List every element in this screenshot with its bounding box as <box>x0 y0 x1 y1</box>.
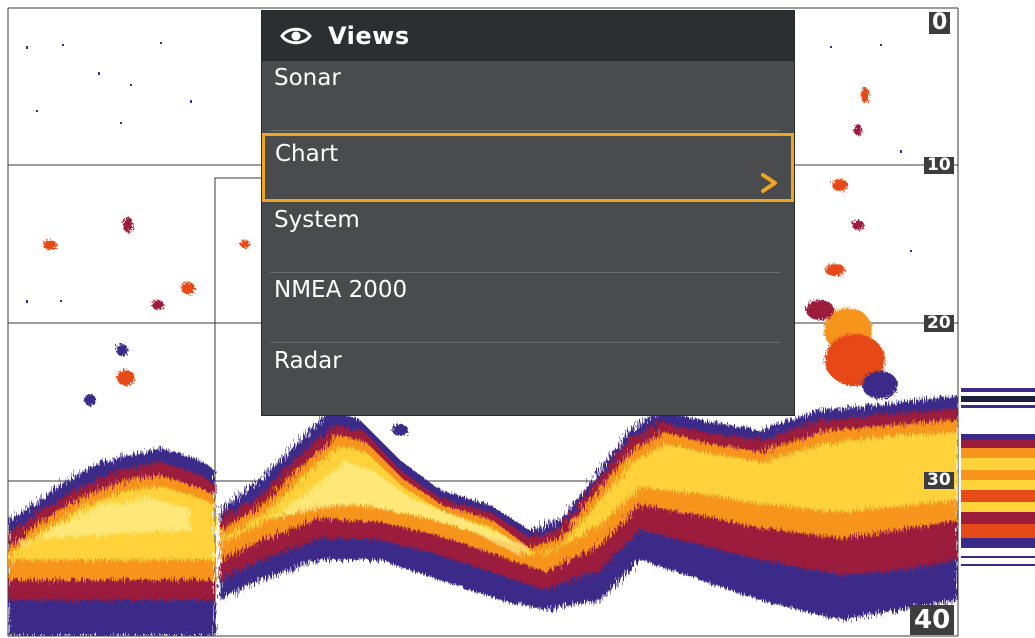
menu-item-label: Chart <box>275 141 339 167</box>
menu-title: Views <box>328 22 410 50</box>
menu-item-label: Sonar <box>274 65 341 91</box>
depth-label: 0 <box>929 12 951 34</box>
menu-item-chart[interactable]: Chart <box>262 133 794 202</box>
menu-item-radar[interactable]: Radar <box>262 348 794 414</box>
depth-label: 10 <box>924 157 954 174</box>
color-bar <box>961 388 1035 566</box>
divider <box>270 130 780 131</box>
depth-label: 20 <box>924 315 954 332</box>
menu-header: Views <box>262 11 794 61</box>
eye-icon <box>280 27 312 45</box>
menu-item-label: System <box>274 207 360 233</box>
divider <box>270 342 780 343</box>
bottom-return <box>8 395 958 636</box>
depth-label: 30 <box>924 472 954 489</box>
menu-item-label: Radar <box>274 348 342 374</box>
views-menu: Views Sonar Chart System NMEA 2000 Radar <box>261 10 795 416</box>
menu-item-system[interactable]: System <box>262 207 794 273</box>
fish-arches <box>43 87 898 436</box>
divider <box>270 272 780 273</box>
menu-item-nmea-2000[interactable]: NMEA 2000 <box>262 277 794 343</box>
sonar-noise <box>26 42 912 303</box>
menu-item-label: NMEA 2000 <box>274 277 408 303</box>
menu-item-sonar[interactable]: Sonar <box>262 65 794 131</box>
chevron-right-icon <box>761 173 777 193</box>
depth-label: 40 <box>910 605 955 635</box>
